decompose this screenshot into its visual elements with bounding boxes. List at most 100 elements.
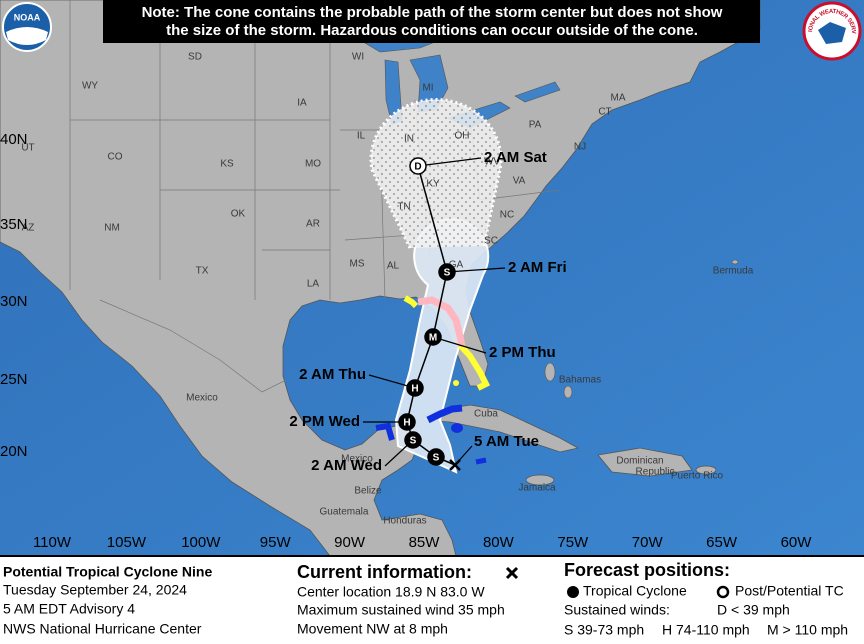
legend-winds-title: Sustained winds: [564, 602, 670, 618]
note-line: the size of the storm. Hazardous conditi… [166, 22, 698, 39]
current-title: Current information: [297, 562, 472, 582]
region-label: PA [529, 120, 542, 131]
region-label: Republic [636, 467, 675, 478]
region-label: NM [104, 223, 120, 234]
region-label: LA [307, 279, 320, 290]
legend-d: D < 39 mph [717, 602, 790, 618]
noaa-logo-wave [6, 27, 48, 45]
region-label: Belize [354, 486, 382, 497]
region-label: WV [484, 157, 500, 168]
region-label: Puerto Rico [671, 471, 724, 482]
region-label: MA [611, 93, 626, 104]
forecast-point [424, 328, 442, 346]
info-panel [0, 556, 864, 644]
forecast-point [409, 157, 427, 175]
forecast-symbol: S [433, 453, 440, 464]
hispaniola [597, 447, 693, 477]
region-label: Mexico [186, 393, 218, 404]
current-x-icon [505, 566, 519, 580]
longitude-label: 90W [334, 534, 366, 551]
forecast-label: 2 AM Wed [311, 457, 382, 474]
noaa-logo-text: NOAA [14, 12, 41, 22]
longitude-label: 85W [409, 534, 441, 551]
forecast-point [404, 431, 422, 449]
hurricane-warning-island [451, 423, 463, 433]
forecast-symbol: H [411, 384, 418, 395]
region-label: SD [188, 52, 202, 63]
region-label: IA [297, 98, 307, 109]
region-label: CO [108, 152, 123, 163]
issuing-center: NWS National Hurricane Center [3, 621, 202, 637]
longitude-label: 105W [107, 534, 147, 551]
forecast-label: 2 AM Fri [508, 259, 567, 276]
forecast-label: 2 PM Wed [289, 413, 360, 430]
region-label: Dominican [616, 456, 663, 467]
cuba [418, 404, 580, 453]
forecast-point [438, 263, 456, 281]
forecast-symbol: D [414, 162, 421, 173]
region-label: Honduras [383, 516, 426, 527]
forecast-symbol: M [429, 333, 437, 344]
region-label: IN [404, 134, 414, 145]
longitude-label: 100W [181, 534, 221, 551]
storm-name: Potential Tropical Cyclone Nine [3, 564, 212, 580]
legend-m: M > 110 mph [767, 622, 848, 638]
longitude-label: 80W [483, 534, 515, 551]
latitude-label: 25N [0, 371, 28, 388]
hurricane-warning-mexico [375, 422, 395, 441]
longitude-label: 70W [632, 534, 664, 551]
current-label: 5 AM Tue [474, 433, 539, 450]
forecast-point [406, 379, 424, 397]
bahamas-island [544, 362, 556, 382]
region-label: VA [513, 176, 526, 187]
current-line: Center location 18.9 N 83.0 W [297, 584, 485, 600]
puerto-rico [695, 465, 717, 475]
region-label: MO [305, 159, 321, 170]
label-leader [417, 157, 482, 167]
bahamas-island [563, 385, 573, 399]
legend-title: Forecast positions: [564, 560, 730, 580]
legend-tc-icon [567, 586, 579, 598]
legend-tc: Tropical Cyclone [583, 583, 687, 599]
region-label: TX [196, 266, 209, 277]
forecast-label: 2 AM Sat [484, 149, 547, 166]
north-america-land [0, 0, 761, 557]
latitude-label: 30N [0, 293, 28, 310]
longitude-label: 75W [557, 534, 589, 551]
longitude-label: 95W [260, 534, 292, 551]
region-label: AZ [22, 223, 35, 234]
current-line: Movement NW at 8 mph [297, 621, 448, 637]
tropical-storm-watch [457, 342, 491, 391]
advisory-number: 5 AM EDT Advisory 4 [3, 601, 135, 617]
region-label: CT [598, 107, 611, 118]
advisory-date: Tuesday September 24, 2024 [3, 582, 187, 598]
hurricane-watch [417, 296, 466, 347]
latitude-label: 40N [0, 131, 28, 148]
label-leader [432, 336, 487, 354]
region-label: WI [352, 52, 364, 63]
forecast-label: 2 AM Thu [299, 366, 366, 383]
hurricane-warning-island [475, 457, 487, 465]
region-label: Bermuda [713, 266, 754, 277]
region-label: NJ [574, 142, 586, 153]
region-label: AR [306, 219, 320, 230]
legend-s: S 39-73 mph [564, 622, 644, 638]
region-label: KY [426, 179, 440, 190]
region-label: Cuba [474, 409, 498, 420]
note-line: Note: The cone contains the probable pat… [142, 4, 723, 21]
forecast-point [427, 448, 445, 466]
longitude-label: 65W [706, 534, 738, 551]
jamaica [525, 474, 555, 486]
region-label: OK [231, 209, 246, 220]
region-label: Mexico [341, 454, 373, 465]
forecast-point [398, 413, 416, 431]
label-leader [446, 267, 506, 273]
nws-logo-mark [818, 22, 846, 44]
label-leader [454, 445, 473, 466]
region-label: GA [449, 260, 464, 271]
latitude-label: 20N [0, 443, 28, 460]
bermuda-island [731, 259, 739, 265]
region-label: KS [220, 159, 234, 170]
region-label: UT [21, 143, 34, 154]
